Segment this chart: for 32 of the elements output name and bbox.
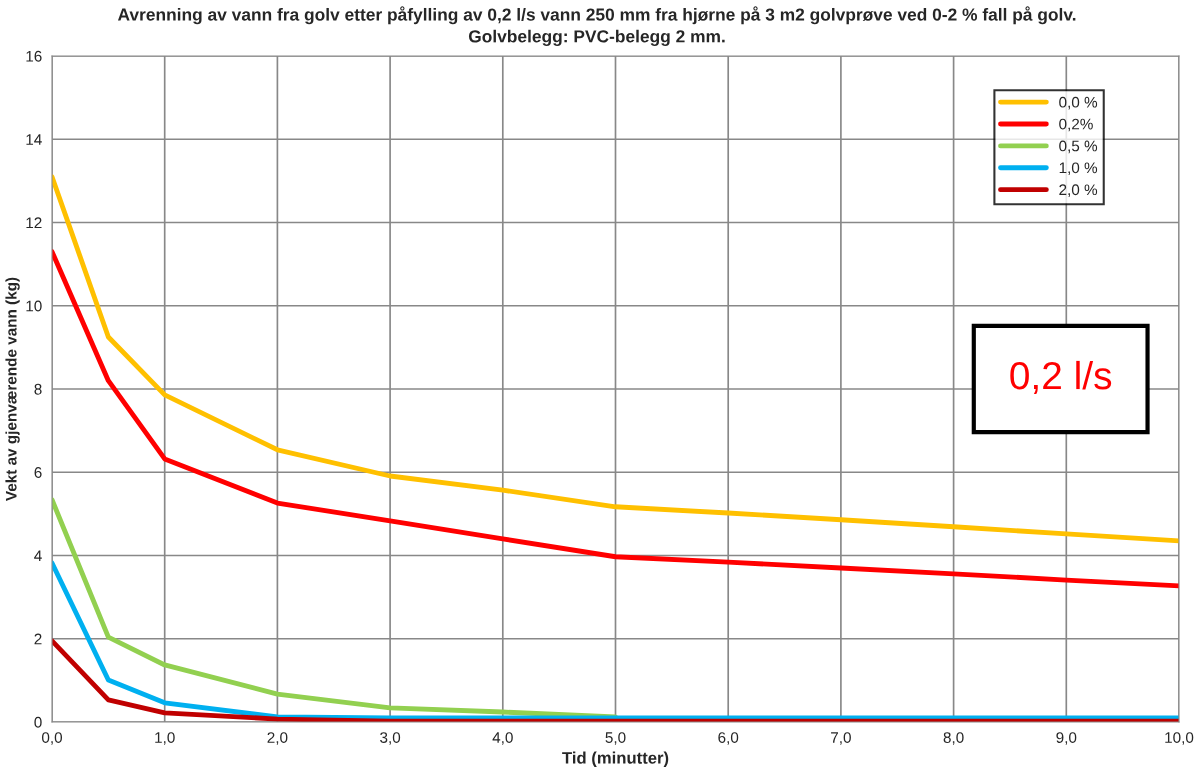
y-tick-label: 0 bbox=[34, 716, 42, 728]
y-axis-title: Vekt av gjenværende vann (kg) bbox=[5, 277, 20, 501]
line-series bbox=[52, 174, 1179, 544]
line-series bbox=[52, 249, 1179, 589]
y-tick-label: 10 bbox=[26, 300, 42, 312]
x-tick-label: 7,0 bbox=[831, 732, 851, 745]
chart-title: Avrenning av vann fra golv etter påfylling av 0,2 l/s vann 250 mm fra hjørne på 3 m2 golvprøve ved 0-2 % fall på golv. bbox=[117, 6, 1076, 25]
chart-subtitle: Golvbelegg: PVC-belegg 2 mm. bbox=[468, 29, 725, 47]
x-tick-label: 0,0 bbox=[41, 732, 63, 745]
y-tick-label: 12 bbox=[26, 217, 42, 229]
x-tick-label: 10,0 bbox=[1165, 732, 1194, 745]
legend-label: 1,0 % bbox=[1059, 162, 1098, 176]
x-tick-label: 4,0 bbox=[492, 732, 513, 745]
x-tick-label: 5,0 bbox=[605, 732, 626, 745]
x-axis-title: Tid (minutter) bbox=[562, 751, 669, 768]
annotation: 0,2 l/s bbox=[1010, 360, 1112, 395]
y-tick-label: 4 bbox=[34, 550, 42, 562]
legend-label: 2,0 % bbox=[1059, 184, 1098, 197]
x-tick-label: 3,0 bbox=[380, 732, 401, 745]
legend-label: 0,5 % bbox=[1059, 140, 1098, 154]
legend-label: 0,0 % bbox=[1059, 96, 1098, 110]
y-tick-label: 6 bbox=[34, 467, 42, 478]
x-tick-label: 8,0 bbox=[943, 732, 964, 745]
legend-label: 0,2% bbox=[1059, 118, 1093, 132]
x-tick-label: 9,0 bbox=[1056, 732, 1077, 745]
y-tick-label: 8 bbox=[34, 383, 42, 395]
x-tick-label: 6,0 bbox=[718, 732, 739, 745]
y-tick-label: 14 bbox=[26, 134, 42, 145]
x-tick-label: 2,0 bbox=[267, 732, 288, 745]
y-tick-label: 2 bbox=[34, 633, 42, 645]
y-tick-label: 16 bbox=[26, 50, 42, 62]
x-tick-label: 1,0 bbox=[155, 732, 175, 745]
